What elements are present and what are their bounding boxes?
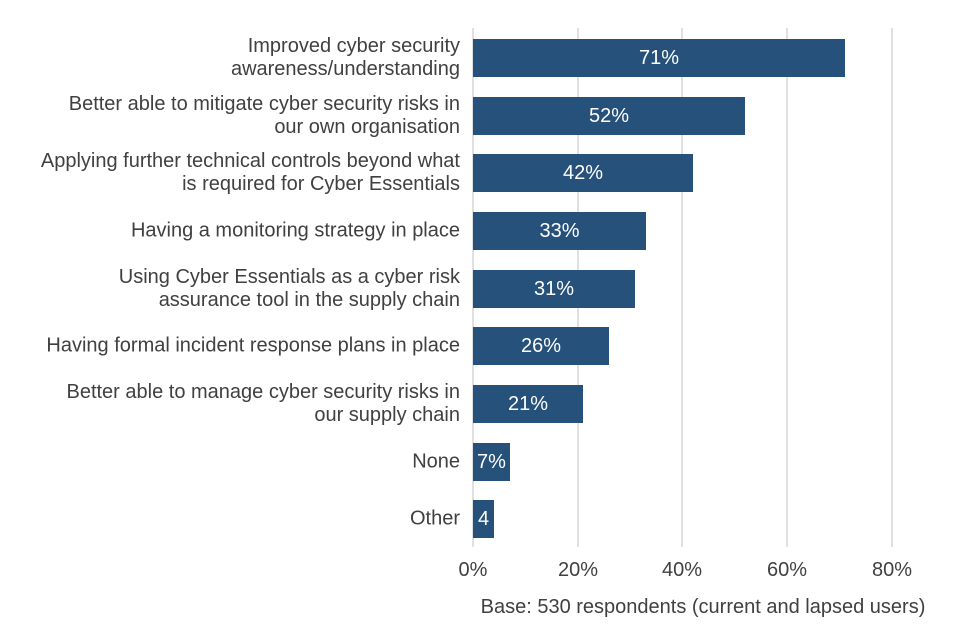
x-tick-label: 60% [766,559,808,581]
category-label: Using Cyber Essentials as a cyber risk as… [118,266,460,311]
gridline [891,28,893,547]
bar: 4 [473,500,494,538]
x-tick-label: 40% [661,559,703,581]
value-label: 52% [588,104,630,127]
category-label: Having a monitoring strategy in place [130,219,460,242]
value-label: 71% [638,46,680,69]
value-label: 21% [507,392,549,415]
category-label: Other [409,507,460,530]
value-label: 4 [477,507,490,530]
value-label: 26% [520,334,562,357]
bar: 7% [473,443,510,481]
value-label: 42% [562,161,604,184]
category-label: Better able to mitigate cyber security r… [68,93,460,138]
value-label: 31% [533,277,575,300]
category-label: Improved cyber security awareness/underst… [230,35,460,80]
bar: 42% [473,154,693,192]
bar: 21% [473,385,583,423]
gridline [681,28,683,547]
value-label: 7% [477,450,506,473]
x-tick-label: 20% [557,559,599,581]
value-label: 33% [539,219,580,242]
category-labels-area: Improved cyber security awareness/underst… [16,0,460,640]
bar: 26% [473,327,609,365]
bar: 31% [473,270,635,308]
category-label: Better able to manage cyber security ris… [66,381,460,426]
category-label: Having formal incident response plans in… [46,334,460,357]
gridline [786,28,788,547]
category-label: Applying further technical controls beyo… [40,150,460,195]
x-tick-label: 80% [871,559,913,581]
base-note: Base: 530 respondents (current and lapse… [480,596,926,618]
plot-area: 71% 52% 42% 33% 31% 26% 21% 7% 4 [472,28,920,547]
bar: 71% [473,39,845,77]
x-tick-label: 0% [458,559,488,581]
category-label: None [412,450,460,473]
bar: 52% [473,97,745,135]
bar: 33% [473,212,646,250]
